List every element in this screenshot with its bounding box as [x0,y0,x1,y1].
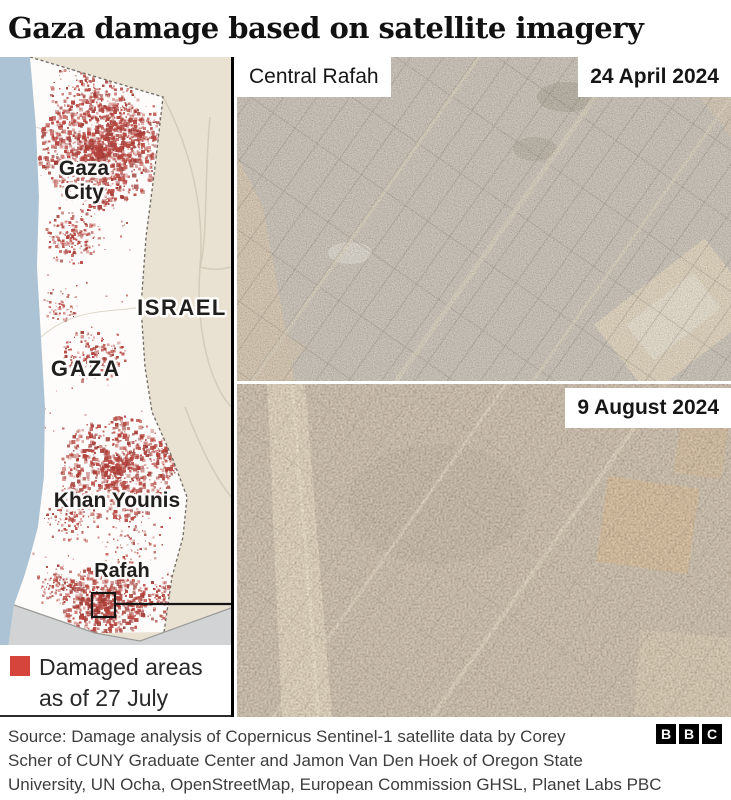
land-egypt [8,605,231,645]
legend-line1: Damaged areas [39,654,203,680]
date-label-before: 24 April 2024 [578,57,731,98]
satellite-image-after: 9 August 2024 [237,384,731,717]
satellite-panel: Central Rafah 24 April 2024 [237,57,731,717]
egypt-border [13,604,231,642]
terrain-noise [237,57,731,381]
legend-text: Damaged areas as of 27 July [39,652,203,715]
page-title: Gaza damage based on satellite imagery [8,11,644,45]
map-label-khan_younis: Khan Younis [54,489,180,512]
satellite-texture-before [237,57,731,381]
map-label-gaza: GAZA [51,356,121,381]
map-label-gaza_city: Gaza City [59,157,110,204]
graphic-area: Gaza City ISRAEL GAZA Khan Younis Rafah Damag… [0,57,731,717]
map-label-israel: ISRAEL [137,295,227,320]
damaged-areas-swatch [10,656,30,676]
gaza-damage-map: Gaza City ISRAEL GAZA Khan Younis Rafah [0,57,231,645]
gaza-israel-border [29,57,188,633]
road [199,116,211,268]
terrain-noise [237,384,731,717]
mediterranean-sea [0,57,45,645]
road [184,406,231,498]
date-label-after: 9 August 2024 [565,388,731,429]
map-legend: Damaged areas as of 27 July [0,645,231,717]
satellite-image-before: Central Rafah 24 April 2024 [237,57,731,381]
source-text: Source: Damage analysis of Copernicus Se… [8,727,662,795]
footer: Source: Damage analysis of Copernicus Se… [0,717,731,800]
gaza-damage-map-panel: Gaza City ISRAEL GAZA Khan Younis Rafah Damag… [0,57,231,717]
road [199,266,231,271]
legend-line2: as of 27 July [39,684,169,711]
internal-line [40,306,142,338]
panel-divider [231,57,237,717]
satellite-divider [237,381,731,384]
satellite-texture-after [237,384,731,717]
map-label-rafah: Rafah [94,560,150,582]
location-label: Central Rafah [237,57,391,98]
